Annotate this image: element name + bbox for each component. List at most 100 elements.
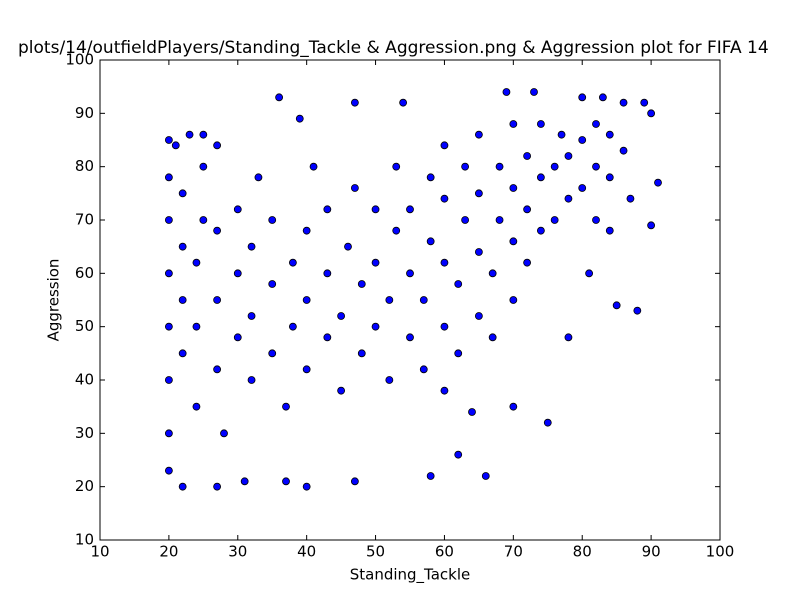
point [578,184,587,192]
point [502,88,511,96]
point [268,349,277,358]
point [406,333,414,342]
point [523,205,532,214]
point [254,173,263,182]
x-tick-label: 70 [504,543,523,561]
point [185,130,194,139]
points [164,88,662,491]
point [474,130,483,139]
point [557,130,566,139]
point [268,216,277,224]
y-tick-label: 30 [75,424,94,442]
point [592,162,600,171]
point [578,93,587,102]
point [247,312,256,320]
point [468,408,476,416]
point [564,333,573,342]
point [344,242,352,251]
point [488,269,497,278]
point [592,216,600,224]
point [454,450,463,459]
point [461,162,470,171]
point [302,226,311,235]
point [536,120,545,128]
x-tick-label: 100 [706,543,735,561]
point [605,173,614,182]
point [178,482,187,491]
point [647,221,656,230]
point [323,333,332,342]
point [323,269,332,278]
point [371,258,380,267]
point [350,477,359,486]
point [247,376,256,384]
y-axis-label: Aggression [45,259,63,342]
point [426,472,435,480]
point [164,322,173,331]
y-tick-label: 100 [65,51,94,69]
point [481,472,490,480]
chart-title: plots/14/outfieldPlayers/Standing_Tackle… [18,38,769,58]
point [426,173,435,182]
point [440,258,449,267]
point [164,216,173,224]
point [399,98,408,107]
point [509,296,518,304]
point [164,269,173,278]
point [275,93,284,102]
point [192,258,201,267]
point [385,376,394,384]
point [371,205,380,214]
point [454,349,463,358]
x-tick-label: 60 [435,543,454,561]
point [612,301,621,310]
point [585,269,594,278]
point [233,205,242,214]
point [495,162,504,171]
point [171,141,180,150]
point [564,194,573,203]
point [509,120,518,128]
y-tick-label: 50 [75,317,94,335]
point [164,136,173,144]
point [268,280,277,288]
point [536,226,545,235]
point [640,98,649,107]
point [550,162,559,171]
point [164,429,173,438]
point [164,466,173,475]
point [426,237,435,246]
point [213,226,222,235]
point [247,242,256,251]
x-tick-label: 50 [366,543,385,561]
point [213,482,222,491]
point [406,269,414,278]
y-tick-label: 90 [75,104,94,122]
point [419,365,428,374]
point [337,312,346,320]
point [199,216,208,224]
point [213,365,222,374]
point [440,322,449,331]
x-tick-label: 40 [297,543,316,561]
point [392,162,401,171]
point [288,258,297,267]
point [605,130,614,139]
point [288,322,297,331]
point [406,205,414,214]
point [233,269,242,278]
x-tick-label: 30 [228,543,247,561]
y-tick-label: 10 [75,531,94,549]
x-tick-label: 80 [573,543,592,561]
point [488,333,497,342]
point [371,322,380,331]
point [178,242,187,251]
point [213,296,222,304]
point [619,98,628,107]
point [495,216,504,224]
point [633,306,642,315]
point [474,248,483,256]
point [564,152,573,160]
y-tick-label: 40 [75,371,94,389]
